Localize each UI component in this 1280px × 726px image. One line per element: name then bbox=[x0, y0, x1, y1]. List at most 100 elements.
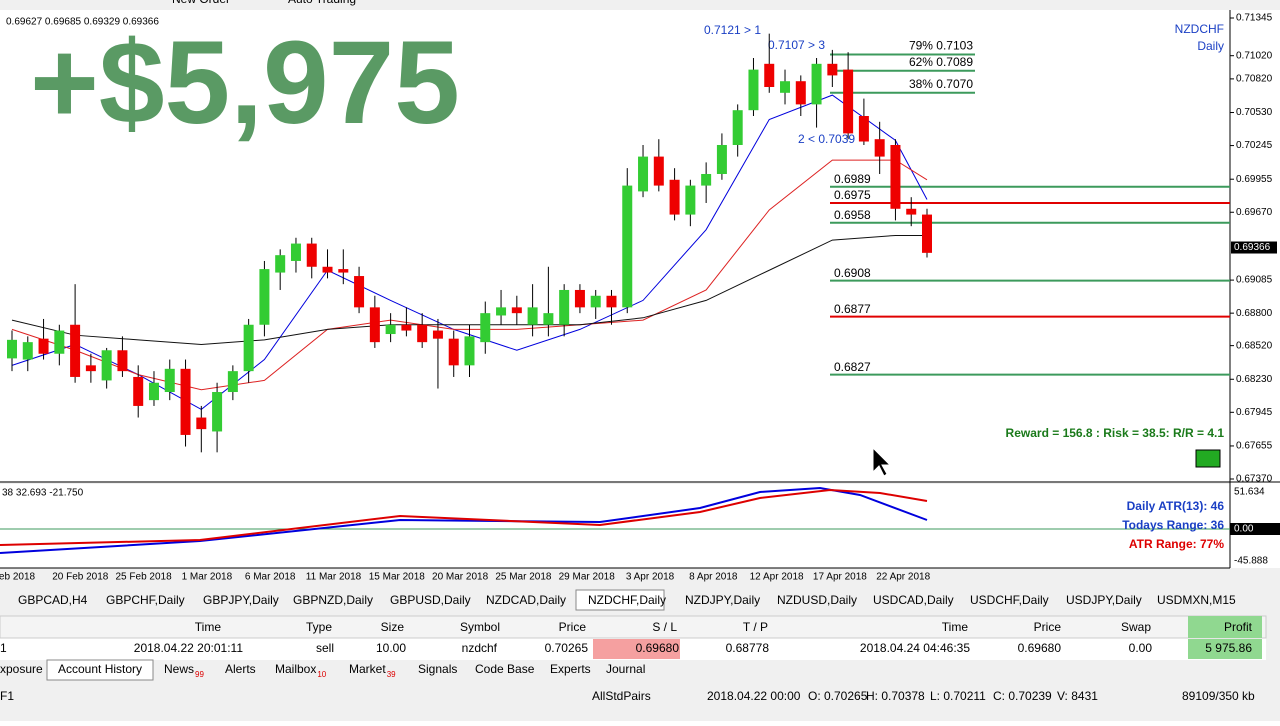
candle-body bbox=[259, 269, 270, 325]
price-axis bbox=[1230, 10, 1280, 568]
column-header[interactable]: Symbol bbox=[460, 620, 500, 634]
column-header[interactable]: Profit bbox=[1224, 620, 1253, 634]
profit-banner: +$5,975 bbox=[30, 17, 460, 149]
symbol-tab[interactable]: USDCAD,Daily bbox=[873, 593, 954, 607]
bottom-tab[interactable]: News bbox=[164, 662, 194, 676]
indicator-area bbox=[0, 484, 1230, 568]
symbol-tab[interactable]: USDCHF,Daily bbox=[970, 593, 1049, 607]
symbol-tab[interactable]: NZDUSD,Daily bbox=[777, 593, 857, 607]
level-label: 0.6827 bbox=[834, 360, 871, 374]
status-item: H: 0.70378 bbox=[866, 689, 925, 703]
candle-body bbox=[685, 185, 696, 215]
candle-body bbox=[922, 214, 932, 253]
column-header[interactable]: Swap bbox=[1121, 620, 1151, 634]
symbol-tab[interactable]: GBPJPY,Daily bbox=[203, 593, 279, 607]
bottom-tab[interactable]: Market bbox=[349, 662, 386, 676]
candle-body bbox=[401, 324, 412, 331]
bottom-tab[interactable]: Mailbox bbox=[275, 662, 316, 676]
candle-body bbox=[843, 69, 854, 134]
column-header[interactable]: Time bbox=[942, 620, 969, 634]
chart-area bbox=[0, 10, 1230, 481]
y-tick-label: 0.67655 bbox=[1236, 441, 1273, 452]
symbol-tab[interactable]: NZDJPY,Daily bbox=[685, 593, 760, 607]
price-box bbox=[1231, 241, 1277, 254]
table-cell: 0.69680 bbox=[636, 641, 680, 655]
candle-body bbox=[590, 295, 601, 308]
candle-body bbox=[906, 208, 917, 215]
bottom-tab[interactable]: Code Base bbox=[475, 662, 535, 676]
candle-body bbox=[133, 376, 144, 406]
status-item: C: 0.70239 bbox=[993, 689, 1052, 703]
bottom-tab[interactable]: Account History bbox=[58, 662, 142, 676]
atr: Daily ATR(13): 46 bbox=[1127, 499, 1225, 513]
status-item: AllStdPairs bbox=[592, 689, 651, 703]
indicator-axis: 51.634 bbox=[1234, 487, 1265, 498]
status-item: L: 0.70211 bbox=[930, 689, 986, 703]
symbol-tab[interactable]: GBPUSD,Daily bbox=[390, 593, 471, 607]
candle-body bbox=[70, 324, 81, 377]
fib-label: 38% 0.7070 bbox=[909, 77, 973, 91]
symbol-tab[interactable]: GBPNZD,Daily bbox=[293, 593, 373, 607]
column-header[interactable]: S / L bbox=[652, 620, 677, 634]
column-header[interactable]: Size bbox=[381, 620, 405, 634]
annotation: 0.7107 > 3 bbox=[768, 38, 825, 52]
candle-body bbox=[275, 255, 286, 273]
candle-body bbox=[543, 313, 554, 325]
symbol-tab[interactable]: GBPCAD,H4 bbox=[18, 593, 88, 607]
candle-body bbox=[85, 365, 96, 372]
y-tick-label: 0.69670 bbox=[1236, 207, 1273, 218]
symbol-tab[interactable]: USDJPY,Daily bbox=[1066, 593, 1142, 607]
candle-body bbox=[243, 324, 254, 372]
column-header[interactable]: Price bbox=[1034, 620, 1062, 634]
indicator-line bbox=[0, 486, 928, 554]
toolbar-button[interactable]: New Order bbox=[172, 0, 230, 6]
x-tick-label: 15 Mar 2018 bbox=[369, 572, 426, 583]
profit-header bbox=[1188, 616, 1262, 638]
level-label: 0.6975 bbox=[834, 188, 871, 202]
sl-cell bbox=[593, 639, 680, 659]
candle-body bbox=[464, 336, 475, 366]
bottom-tab[interactable]: Experts bbox=[550, 662, 591, 676]
candle-body bbox=[117, 350, 128, 372]
x-tick-label: eb 2018 bbox=[0, 572, 36, 583]
candle-body bbox=[732, 110, 743, 145]
table-cell: 10.00 bbox=[376, 641, 406, 655]
candle-body bbox=[164, 368, 175, 393]
symbol-tab[interactable]: NZDCHF,Daily bbox=[588, 593, 666, 607]
level-label: 0.6877 bbox=[834, 302, 871, 316]
candle-body bbox=[101, 350, 112, 381]
status-item: 89109/350 kb bbox=[1182, 689, 1255, 703]
table-cell: 1 bbox=[0, 641, 7, 655]
y-tick-label: 0.68800 bbox=[1236, 308, 1273, 319]
toolbar-button[interactable]: Auto Trading bbox=[288, 0, 356, 6]
candle-body bbox=[290, 243, 301, 261]
column-header[interactable]: Price bbox=[559, 620, 587, 634]
x-tick-label: 12 Apr 2018 bbox=[750, 572, 804, 583]
bottom-tab[interactable]: Journal bbox=[606, 662, 645, 676]
ohlc-header: 0.69627 0.69685 0.69329 0.69366 bbox=[6, 17, 159, 28]
x-tick-label: 22 Apr 2018 bbox=[876, 572, 930, 583]
level-label: 0.6958 bbox=[834, 208, 871, 222]
column-header[interactable]: Type bbox=[306, 620, 332, 634]
y-tick-label: 0.67370 bbox=[1236, 474, 1273, 485]
bottom-tab[interactable]: Alerts bbox=[225, 662, 256, 676]
bottom-tab[interactable]: xposure bbox=[0, 662, 43, 676]
table-cell: 0.69680 bbox=[1018, 641, 1062, 655]
column-header[interactable]: T / P bbox=[743, 620, 768, 634]
bottom-tab[interactable]: Signals bbox=[418, 662, 457, 676]
symbol-tab[interactable]: NZDCAD,Daily bbox=[486, 593, 566, 607]
y-tick-label: 0.71345 bbox=[1236, 13, 1273, 24]
x-tick-label: 8 Apr 2018 bbox=[689, 572, 738, 583]
symbol-tab[interactable]: USDMXN,M15 bbox=[1157, 593, 1236, 607]
column-header[interactable]: Time bbox=[195, 620, 222, 634]
y-tick-label: 0.70245 bbox=[1236, 140, 1273, 151]
timeframe: Daily bbox=[1197, 39, 1224, 53]
candle-body bbox=[527, 307, 538, 325]
todays-range: Todays Range: 36 bbox=[1122, 518, 1224, 532]
candle-body bbox=[227, 371, 238, 393]
candle-body bbox=[858, 115, 869, 142]
candle-body bbox=[574, 289, 585, 308]
symbol-tab[interactable]: GBPCHF,Daily bbox=[106, 593, 185, 607]
candle-body bbox=[638, 156, 649, 192]
